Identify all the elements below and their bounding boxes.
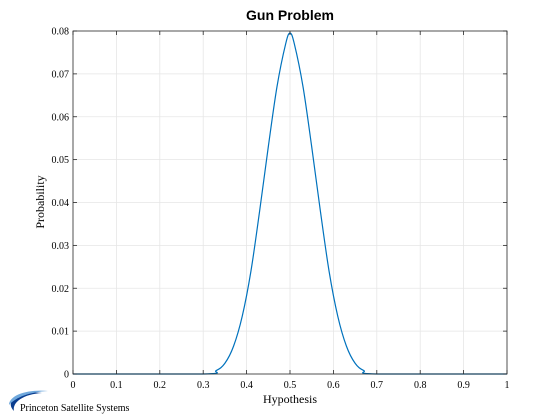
x-tick-label: 0.3 — [197, 380, 210, 391]
x-tick-label: 0.6 — [327, 380, 340, 391]
logo-swoosh-light — [9, 390, 48, 405]
y-tick-label: 0.03 — [52, 241, 70, 252]
ticks-layer: 0 0.1 0.2 0.3 0.4 0.5 0.6 0.7 0.8 0.9 1 0 0.01 0.02 0.… — [52, 27, 510, 392]
x-axis-label: Hypothesis — [263, 392, 317, 406]
x-tick-label: 1 — [505, 380, 510, 391]
x-tick-label: 0.7 — [371, 380, 384, 391]
y-tick-label: 0.01 — [52, 327, 70, 338]
x-tick-label: 0.9 — [457, 380, 470, 391]
x-tick-label: 0.2 — [154, 380, 167, 391]
grid-lines — [73, 31, 507, 374]
x-tick-label: 0.5 — [284, 380, 297, 391]
x-tick-label: 0.1 — [110, 380, 123, 391]
x-tick-label: 0 — [71, 380, 76, 391]
y-tick-label: 0.07 — [52, 69, 70, 80]
y-tick-label: 0.08 — [52, 27, 70, 38]
x-tick-label: 0.4 — [240, 380, 253, 391]
y-tick-label: 0 — [64, 370, 69, 381]
chart-title: Gun Problem — [246, 7, 334, 23]
y-tick-label: 0.04 — [52, 198, 70, 209]
plot-area: 0 0.1 0.2 0.3 0.4 0.5 0.6 0.7 0.8 0.9 1 0 0.01 0.02 0.… — [52, 27, 510, 392]
y-tick-label: 0.06 — [52, 112, 70, 123]
y-tick-label: 0.02 — [52, 284, 70, 295]
y-axis-label: Probability — [33, 175, 47, 228]
x-tick-label: 0.8 — [414, 380, 427, 391]
company-logo: Princeton Satellite Systems — [9, 390, 130, 414]
y-tick-label: 0.05 — [52, 155, 70, 166]
logo-text: Princeton Satellite Systems — [20, 403, 130, 414]
